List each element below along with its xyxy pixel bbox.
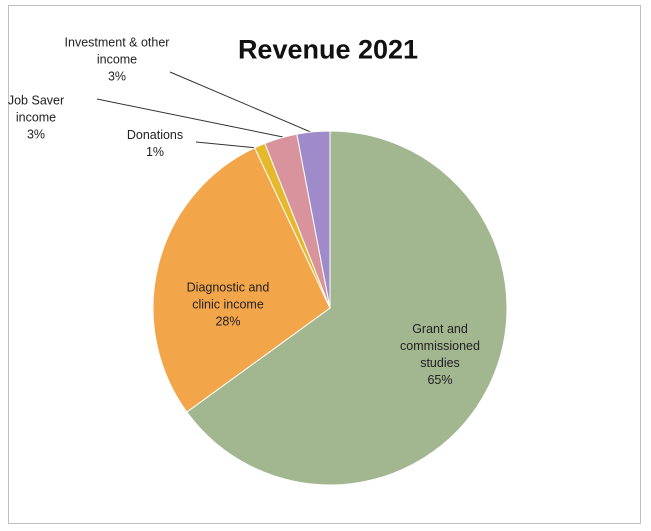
slice-label: Grant and commissioned studies 65% [385, 321, 495, 389]
pie-slice [152, 147, 331, 413]
pie-slice [186, 130, 508, 486]
slice-label: Donations 1% [115, 127, 195, 161]
chart-title: Revenue 2021 [237, 34, 419, 65]
value-label: 65% [427, 373, 453, 387]
slice-label: Investment & other income 3% [62, 35, 172, 86]
value-label: 3% [26, 127, 46, 142]
value-label: 28% [215, 314, 241, 329]
category-label: Diagnostic and clinic income [186, 280, 270, 312]
pie-slice [296, 130, 331, 309]
leader-lines [96, 71, 314, 149]
slice-label: Job Saver income 3% [1, 93, 71, 144]
leader-line [96, 98, 284, 138]
slice-label: Diagnostic and clinic income 28% [173, 280, 283, 331]
value-label: 3% [107, 69, 127, 84]
category-label: Investment & other income [64, 35, 170, 67]
value-label: 1% [145, 145, 165, 159]
category-label: Donations [126, 128, 184, 142]
category-label: Grant and commissioned studies [400, 322, 480, 370]
chart-frame [8, 5, 641, 524]
category-label: Job Saver income [7, 93, 65, 125]
leader-line [169, 71, 314, 134]
leader-line [195, 141, 259, 149]
